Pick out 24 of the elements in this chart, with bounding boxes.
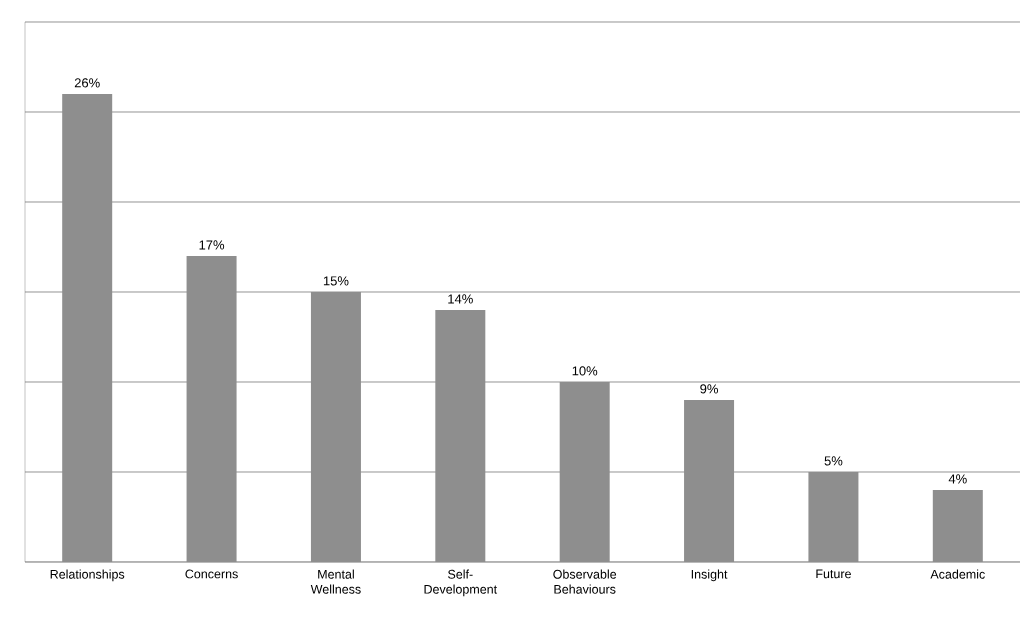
x-tick-label: Concerns <box>185 569 238 579</box>
bar <box>62 93 113 562</box>
bar <box>186 255 237 562</box>
data-label: 15% <box>323 276 349 286</box>
bar <box>932 489 983 562</box>
bar <box>435 309 486 562</box>
data-label: 10% <box>572 366 598 376</box>
x-tick-label: Self-Development <box>424 569 498 597</box>
x-tick-label: Mental Wellness <box>310 569 361 594</box>
data-label: 4% <box>948 474 967 484</box>
data-label: 9% <box>700 384 718 394</box>
data-label: 26% <box>74 78 100 88</box>
data-label: 14% <box>448 294 473 304</box>
x-tick-label: Relationships <box>50 569 125 582</box>
data-label: 17% <box>199 240 225 250</box>
data-label: 5% <box>824 456 843 466</box>
x-tick-label: Future <box>816 569 851 579</box>
bar <box>310 291 361 562</box>
bar <box>684 399 735 562</box>
x-tick-label: Insight <box>691 569 728 582</box>
bar <box>808 471 859 562</box>
x-tick-label: Observable Behaviours <box>553 569 617 594</box>
x-tick-label: Academic <box>930 569 985 579</box>
bar <box>559 381 610 562</box>
